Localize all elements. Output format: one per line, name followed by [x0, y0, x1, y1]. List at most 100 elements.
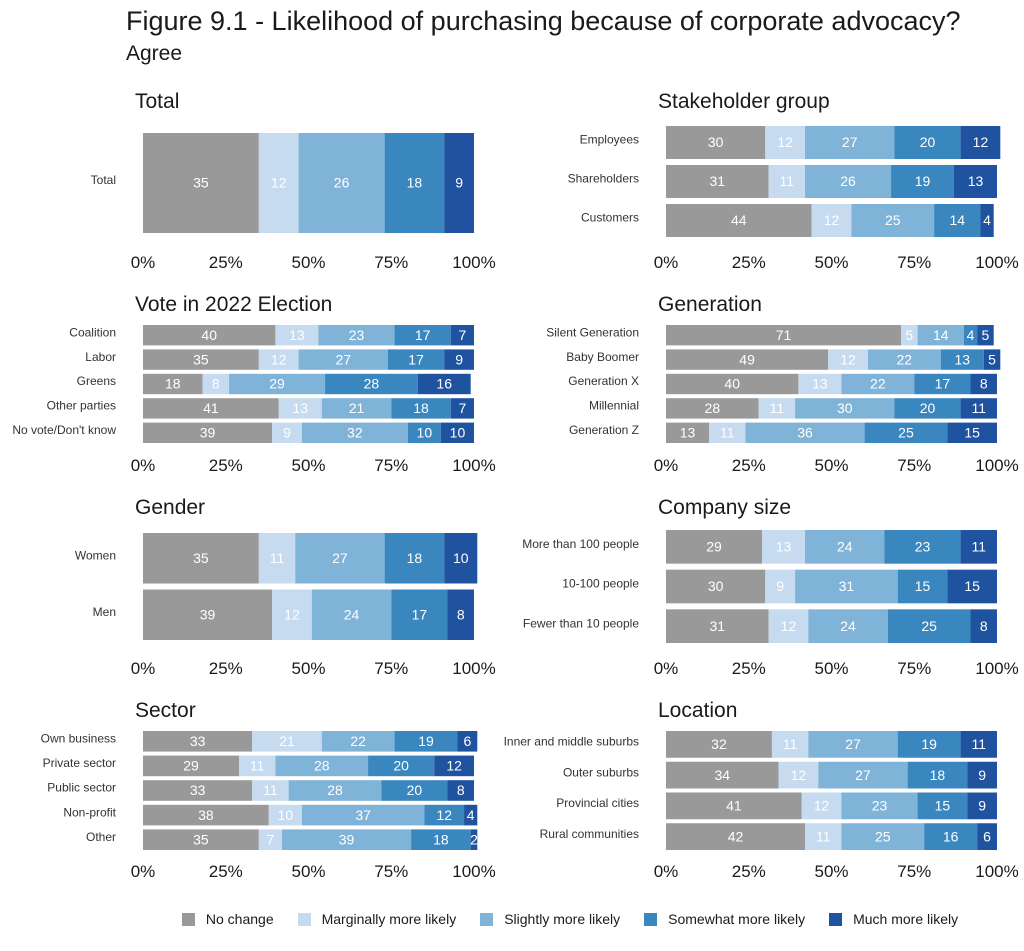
data-label: 8	[457, 782, 465, 798]
bar-segment-marginally-more-likely	[268, 804, 302, 826]
data-label: 11	[783, 736, 798, 752]
x-tick-label: 75%	[374, 456, 408, 475]
data-label: 39	[200, 425, 216, 441]
data-label: 19	[418, 733, 434, 749]
bar-segment-slightly-more-likely	[275, 755, 369, 777]
data-label: 9	[776, 578, 784, 594]
data-label: 24	[344, 606, 360, 622]
bar-segment-no-change	[666, 569, 766, 604]
data-label: 4	[983, 212, 991, 228]
bar-segment-slightly-more-likely	[851, 204, 935, 237]
bar-segment-marginally-more-likely	[811, 204, 852, 237]
data-label: 11	[972, 736, 987, 752]
data-label: 18	[407, 550, 423, 566]
bar-segment-slightly-more-likely	[867, 349, 941, 370]
panel-title: Gender	[135, 496, 205, 519]
data-label: 33	[190, 782, 206, 798]
category-label: Other	[86, 830, 116, 844]
bar-segment-slightly-more-likely	[841, 792, 918, 820]
bar-segment-no-change	[143, 398, 279, 419]
bar-segment-much-more-likely	[980, 204, 994, 237]
x-tick-label: 75%	[897, 253, 931, 272]
bar-segment-marginally-more-likely	[258, 829, 283, 850]
data-label: 17	[408, 351, 424, 367]
bar-segment-somewhat-more-likely	[897, 569, 948, 604]
data-label: 32	[347, 425, 363, 441]
bar-segment-much-more-likely	[967, 792, 997, 820]
x-tick-label: 25%	[209, 456, 243, 475]
bar-segment-much-more-likely	[960, 530, 997, 564]
bar-segment-somewhat-more-likely	[894, 126, 961, 159]
bar-segment-slightly-more-likely	[295, 533, 385, 584]
data-label: 17	[415, 327, 431, 343]
data-label: 30	[837, 400, 853, 416]
data-label: 9	[978, 767, 986, 783]
data-label: 27	[855, 767, 871, 783]
bar-segment-no-change	[143, 533, 259, 584]
data-label: 12	[446, 758, 462, 774]
figure-title: Figure 9.1 - Likelihood of purchasing be…	[126, 6, 961, 36]
bar-segment-somewhat-more-likely	[384, 133, 445, 233]
bar-segment-marginally-more-likely	[258, 349, 299, 370]
bar-segment-slightly-more-likely	[805, 165, 892, 198]
data-label: 32	[711, 736, 727, 752]
data-label: 30	[708, 578, 724, 594]
legend-item-slightly-more-likely: Slightly more likely	[480, 911, 620, 927]
bar-segment-no-change	[143, 325, 276, 346]
data-label: 41	[203, 400, 219, 416]
bar-segment-no-change	[666, 165, 769, 198]
panel-title: Company size	[658, 496, 791, 519]
bar-segment-slightly-more-likely	[321, 398, 392, 419]
data-label: 26	[840, 173, 856, 189]
panel-vote-in-2022-election: Vote in 2022 Election Coalition 40 13 23 17 7 L…	[12, 293, 495, 475]
data-label: 11	[816, 828, 831, 844]
data-label: 15	[964, 578, 980, 594]
data-label: 6	[983, 828, 991, 844]
bar-segment-no-change	[666, 204, 812, 237]
bar-segment-somewhat-more-likely	[884, 530, 961, 564]
bar-segment-slightly-more-likely	[917, 325, 964, 346]
bar-segment-somewhat-more-likely	[384, 533, 445, 584]
data-label: 18	[413, 400, 429, 416]
x-tick-label: 100%	[975, 456, 1018, 475]
x-tick-label: 25%	[732, 659, 766, 678]
panel-title: Generation	[658, 293, 762, 316]
legend: No change Marginally more likely Slightl…	[0, 911, 1024, 927]
category-label: Provincial cities	[556, 796, 639, 810]
bar-segment-marginally-more-likely	[258, 533, 296, 584]
legend-item-much-more-likely: Much more likely	[829, 911, 958, 927]
bar-segment-slightly-more-likely	[808, 731, 898, 758]
bar-segment-much-more-likely	[953, 165, 997, 198]
data-label: 18	[930, 767, 946, 783]
bar-segment-somewhat-more-likely	[394, 731, 458, 752]
data-label: 11	[720, 425, 735, 441]
legend-label: Slightly more likely	[504, 911, 621, 927]
x-tick-label: 0%	[131, 659, 156, 678]
panel-sector: Sector Own business 33 21 22 19 6 Private secto…	[41, 699, 496, 881]
data-label: 35	[193, 831, 209, 847]
bar-segment-somewhat-more-likely	[894, 398, 961, 419]
bar-segment-marginally-more-likely	[202, 373, 230, 395]
legend-swatch	[829, 912, 843, 926]
bar-segment-no-change	[666, 422, 710, 443]
x-tick-label: 25%	[209, 862, 243, 881]
data-label: 21	[279, 733, 295, 749]
data-label: 11	[770, 400, 785, 416]
bar-segment-marginally-more-likely	[275, 325, 319, 346]
bar-segment-marginally-more-likely	[252, 780, 289, 801]
bar-segment-slightly-more-likely	[298, 349, 388, 370]
data-label: 44	[731, 212, 747, 228]
data-label: 27	[842, 134, 858, 150]
x-tick-label: 25%	[732, 862, 766, 881]
x-tick-label: 0%	[654, 456, 679, 475]
bar-segment-somewhat-more-likely	[914, 373, 971, 395]
panel-title: Total	[135, 90, 179, 113]
data-label: 5	[982, 327, 990, 343]
bar-segment-slightly-more-likely	[818, 761, 908, 789]
x-tick-label: 100%	[975, 659, 1018, 678]
legend-label: Much more likely	[853, 911, 959, 927]
data-label: 36	[797, 425, 813, 441]
legend-label: Somewhat more likely	[668, 911, 806, 927]
x-tick-label: 50%	[291, 659, 325, 678]
x-tick-label: 100%	[452, 456, 495, 475]
